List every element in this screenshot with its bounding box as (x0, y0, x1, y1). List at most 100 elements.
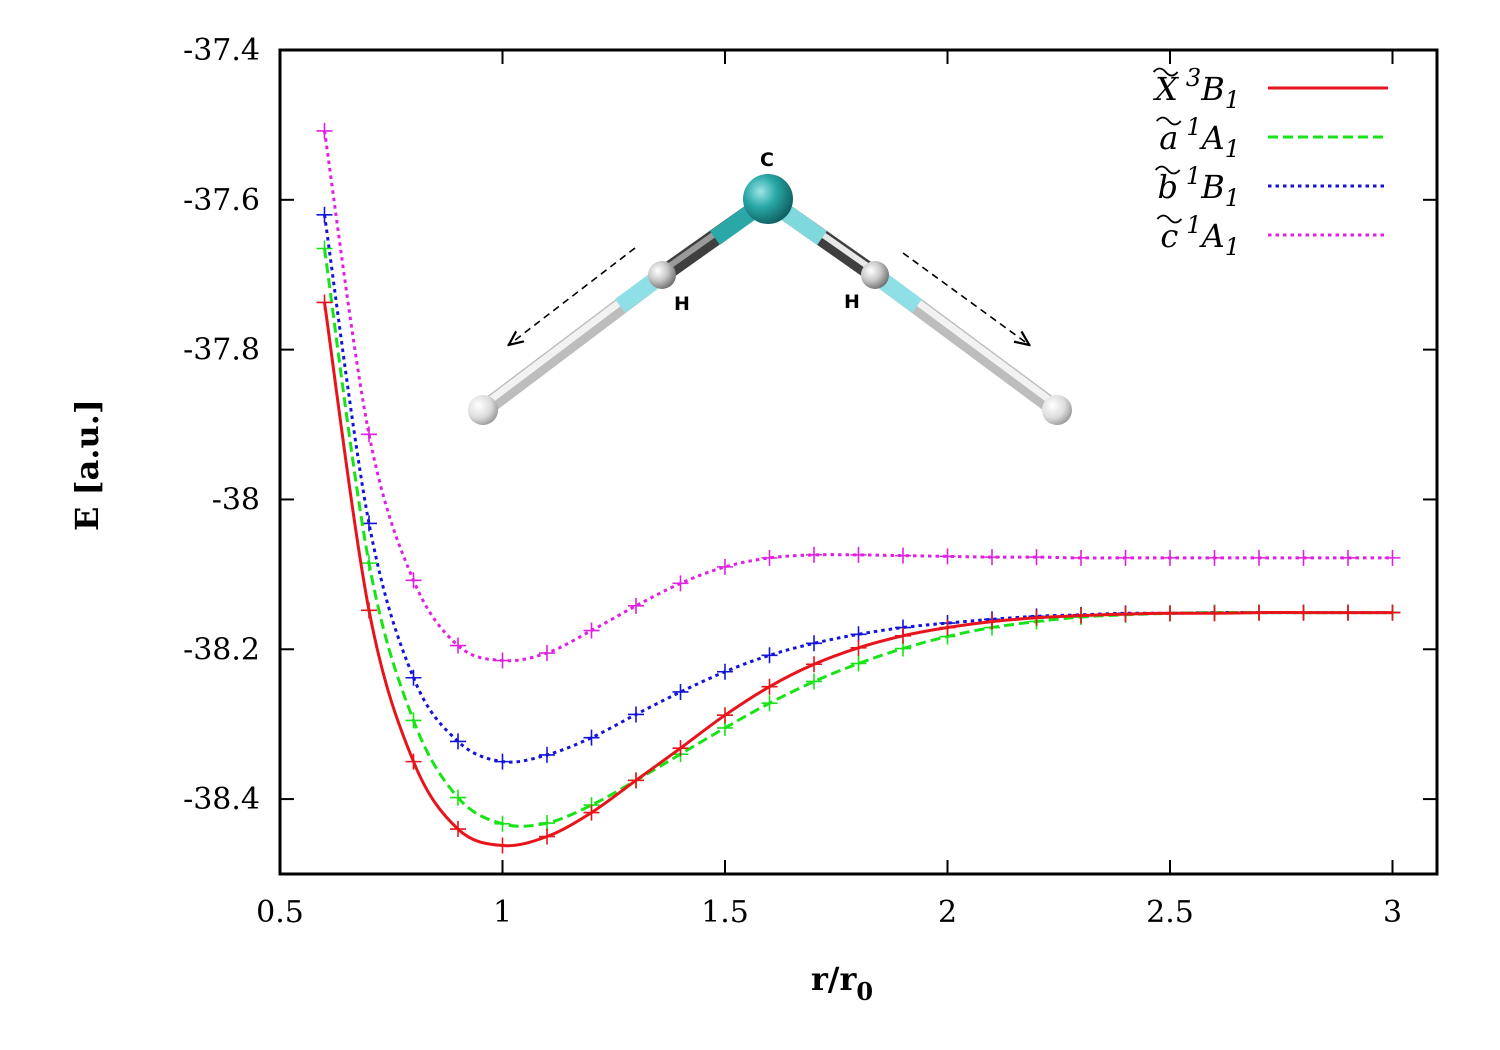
data-point (1028, 609, 1045, 626)
plot-frame (278, 48, 1439, 876)
x-tick-label: 2.5 (1146, 895, 1194, 930)
y-tick-label: -37.6 (183, 183, 260, 218)
data-point (672, 740, 689, 757)
y-axis-title: E [a.u.] (68, 399, 106, 531)
data-point (1384, 549, 1401, 566)
data-point (850, 546, 867, 563)
data-point (450, 637, 466, 654)
data-point (405, 572, 422, 589)
data-point (1340, 604, 1356, 621)
data-point (494, 837, 511, 854)
data-point (1073, 549, 1089, 566)
legend-tilde (1156, 116, 1182, 126)
data-point (494, 652, 511, 669)
series-line (323, 302, 1393, 848)
data-point (1028, 549, 1045, 566)
data-point (450, 789, 466, 806)
legend-tilde (1152, 67, 1179, 77)
hydrogen-atom-right (861, 261, 889, 289)
y-tick-label: -38.2 (183, 632, 260, 667)
data-point (583, 804, 600, 821)
x-tick-label: 0.5 (256, 895, 304, 930)
x-tick-label: 1 (493, 895, 512, 930)
data-point (806, 673, 822, 690)
data-point (1206, 605, 1223, 622)
hydrogen-label-left: H (674, 293, 690, 315)
series-layer (316, 122, 1401, 854)
hydrogen-label-right: H (844, 291, 860, 313)
data-point (761, 678, 778, 695)
data-point (405, 669, 422, 686)
stretch-arrow-right (902, 252, 1028, 344)
data-point (895, 547, 911, 564)
data-point (1251, 549, 1267, 566)
molecule-inset: C H H (468, 149, 1072, 425)
legend-label: c 1A1 (1160, 211, 1240, 261)
data-point (895, 627, 911, 644)
legend-tilde (1154, 165, 1181, 175)
data-point (583, 622, 600, 639)
data-point (1206, 549, 1223, 566)
series-x-3b1 (316, 294, 1401, 854)
y-tick-label: -38 (212, 482, 260, 517)
data-point (1340, 549, 1356, 566)
data-point (761, 549, 778, 566)
data-point (316, 206, 333, 223)
carbon-label: C (760, 149, 774, 171)
axis-ticks (279, 49, 1437, 874)
data-point (806, 546, 822, 563)
legend-label: X 3B1 (1152, 64, 1240, 114)
data-point (494, 753, 511, 770)
data-point (1117, 606, 1134, 623)
data-point (494, 815, 511, 832)
x-tick-label: 2 (938, 895, 957, 930)
data-point (539, 645, 555, 662)
data-point (628, 597, 644, 614)
data-point (405, 712, 422, 729)
data-point (450, 733, 466, 750)
data-point (1162, 549, 1178, 566)
data-point (761, 695, 778, 712)
x-tick-label: 3 (1383, 895, 1402, 930)
legend-label: a 1A1 (1159, 113, 1240, 163)
data-point (1117, 549, 1134, 566)
data-point (583, 729, 600, 746)
data-point (984, 549, 1000, 566)
data-point (939, 619, 956, 636)
data-point (939, 548, 956, 565)
x-axis-title: r/r0 (811, 960, 873, 1006)
data-point (672, 683, 689, 700)
data-point (450, 821, 466, 838)
carbon-atom (743, 174, 793, 224)
series-a-1a1 (316, 240, 1401, 832)
stretch-arrow-left (510, 247, 636, 344)
hydrogen-far-right (1042, 395, 1072, 425)
data-point (672, 575, 689, 592)
series-c-1a1 (316, 122, 1401, 669)
series-line (323, 248, 1393, 828)
y-tick-label: -38.4 (183, 782, 260, 817)
data-point (361, 426, 377, 443)
data-point (806, 635, 822, 652)
data-point (984, 613, 1000, 630)
data-point (761, 647, 778, 664)
data-point (361, 555, 377, 572)
data-point (1295, 549, 1312, 566)
data-point (628, 706, 644, 723)
data-point (316, 122, 333, 139)
data-point (539, 815, 555, 832)
data-point (628, 772, 644, 789)
data-point (1251, 604, 1267, 621)
data-point (316, 240, 333, 257)
data-point (1162, 605, 1178, 622)
data-point (316, 294, 333, 311)
data-point (850, 655, 867, 672)
data-point (1073, 607, 1089, 624)
hydrogen-atom-left (648, 261, 676, 289)
data-point (717, 663, 733, 680)
data-point (717, 707, 733, 724)
legend-tilde (1156, 214, 1183, 224)
data-point (361, 602, 377, 619)
